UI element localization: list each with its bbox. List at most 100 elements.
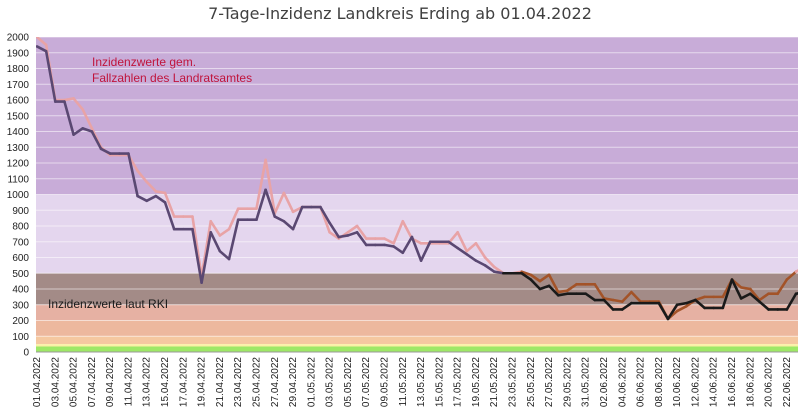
band-6	[36, 344, 798, 347]
series-1-segment	[319, 205, 331, 225]
series-0-segment	[520, 270, 533, 277]
y-tick-label: 1700	[7, 80, 30, 91]
series-0-segment	[556, 289, 569, 294]
series-1-segment	[81, 127, 94, 133]
series-1-segment	[90, 130, 103, 151]
x-tick-label: 12.06.2022	[690, 357, 701, 407]
x-tick-label: 23.05.2022	[508, 357, 519, 407]
series-0-segment	[529, 273, 542, 283]
x-tick-label: 19.04.2022	[197, 357, 208, 407]
series-0-segment	[474, 242, 487, 259]
x-tick-label: 02.06.2022	[599, 357, 610, 407]
series-1-segment	[127, 152, 139, 198]
series-0-segment	[273, 191, 286, 215]
series-0-segment	[602, 297, 615, 302]
series-0-segment	[748, 287, 761, 302]
series-1-segment	[282, 219, 295, 231]
series-1-segment	[163, 201, 176, 231]
x-tick-label: 05.05.2022	[343, 357, 354, 407]
band-3	[36, 304, 798, 321]
series-1-segment	[44, 49, 57, 103]
y-tick-label: 400	[12, 285, 29, 296]
series-0-segment	[483, 256, 496, 269]
series-0-segment	[547, 273, 560, 294]
series-1-segment	[209, 231, 222, 253]
x-axis-ticks: 01.04.2022 03.04.2022 05.04.2022 07.04.2022…	[32, 357, 793, 407]
series-0-segment	[227, 207, 240, 231]
series-0-segment	[675, 305, 688, 313]
x-tick-label: 25.05.2022	[526, 357, 537, 407]
series-0-segment	[739, 286, 752, 291]
x-tick-label: 27.04.2022	[270, 357, 281, 407]
y-tick-label: 500	[12, 269, 29, 280]
series-1-segment	[492, 270, 505, 275]
series-1-segment	[36, 45, 48, 53]
y-tick-label: 1200	[7, 159, 30, 170]
x-tick-label: 01.05.2022	[306, 357, 317, 407]
series-1-segment	[200, 231, 213, 285]
series-0-segment	[392, 219, 405, 245]
x-tick-label: 06.06.2022	[636, 357, 647, 407]
y-tick-label: 1800	[7, 64, 30, 75]
series-0-segment	[36, 37, 48, 47]
series-1-segment	[657, 301, 670, 321]
chart-title: 7-Tage-Inzidenz Landkreis Erding ab 01.0…	[208, 4, 592, 23]
x-tick-label: 17.04.2022	[178, 357, 189, 407]
x-tick-label: 21.05.2022	[489, 357, 500, 407]
series-0-segment	[346, 224, 359, 234]
series-0-segment	[328, 231, 341, 240]
x-tick-label: 07.04.2022	[87, 357, 98, 407]
series-1-segment	[529, 278, 542, 291]
series-1-segment	[99, 147, 112, 155]
series-0-segment	[401, 219, 414, 240]
x-tick-label: 05.04.2022	[69, 357, 80, 407]
series-0-segment	[794, 269, 798, 273]
y-tick-label: 1600	[7, 96, 30, 107]
x-tick-label: 18.06.2022	[745, 357, 756, 407]
series-0-segment	[136, 169, 149, 184]
y-tick-label: 1900	[7, 48, 30, 59]
y-tick-label: 1500	[7, 111, 30, 122]
series-1-segment	[383, 243, 395, 248]
y-tick-label: 1000	[7, 190, 30, 201]
series-1-segment	[346, 231, 359, 237]
series-0-segment	[758, 292, 770, 302]
series-0-segment	[538, 273, 551, 283]
x-tick-label: 15.04.2022	[160, 357, 171, 407]
series-1-segment	[465, 253, 478, 262]
series-1-segment	[255, 188, 267, 221]
series-0-segment	[145, 180, 158, 193]
series-1-segment	[520, 271, 533, 281]
x-tick-label: 03.04.2022	[50, 357, 61, 407]
y-tick-label: 200	[12, 316, 29, 327]
series-0-segment	[456, 231, 469, 253]
series-1-segment	[264, 188, 277, 218]
x-tick-label: 15.05.2022	[434, 357, 445, 407]
series-1-segment	[72, 127, 85, 136]
series-1-segment	[602, 298, 615, 311]
series-1-segment	[447, 240, 459, 250]
series-1-segment	[392, 245, 405, 255]
x-tick-label: 27.05.2022	[544, 357, 555, 407]
series-1-segment	[328, 221, 341, 239]
series-1-segment	[136, 194, 149, 203]
annotation-landratsamt-line: Fallzahlen des Landratsamtes	[92, 71, 252, 85]
series-0-segment	[218, 227, 231, 237]
x-tick-label: 13.04.2022	[142, 357, 153, 407]
x-tick-label: 10.06.2022	[672, 357, 683, 407]
y-tick-label: 600	[12, 253, 29, 264]
series-0-segment	[154, 190, 167, 195]
y-axis-ticks: 0 100 200 300 400 500 600 700 800 900 1000 1100 1200…	[7, 33, 30, 359]
series-1-segment	[556, 292, 569, 297]
series-1	[36, 45, 798, 321]
y-tick-label: 700	[12, 237, 29, 248]
x-tick-label: 22.06.2022	[782, 357, 793, 407]
series-1-segment	[684, 298, 697, 305]
series-0-segment	[72, 97, 85, 111]
series-0-segment	[566, 282, 578, 292]
x-tick-label: 07.05.2022	[361, 357, 372, 407]
y-tick-label: 1400	[7, 127, 30, 138]
series-0-segment	[785, 270, 798, 281]
x-tick-label: 04.06.2022	[617, 357, 628, 407]
